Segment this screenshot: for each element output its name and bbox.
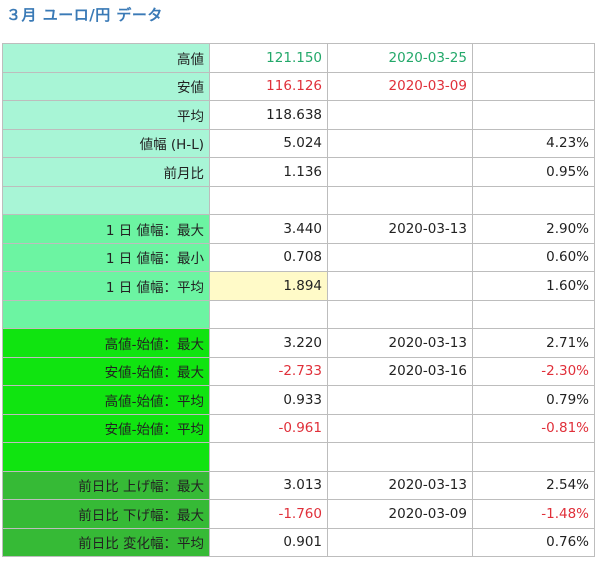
value-cell: 118.638 [209, 100, 328, 130]
data-table: 高値 121.150 2020-03-25 安値 116.126 2020-03-09 平均… [2, 43, 595, 557]
value-cell: 3.220 [209, 328, 328, 358]
date-cell [327, 527, 473, 557]
value-cell [209, 185, 328, 215]
table-row: 前日比 変化幅：平均 0.901 0.76% [2, 527, 595, 557]
percent-cell [472, 71, 595, 101]
row-label: 高値 [2, 43, 210, 73]
value-cell: 3.013 [209, 470, 328, 500]
table-row: 1 日 値幅：最小 0.708 0.60% [2, 242, 595, 272]
date-cell: 2020-03-09 [327, 499, 473, 529]
date-cell [327, 385, 473, 415]
percent-cell: -2.30% [472, 356, 595, 386]
percent-cell: 0.60% [472, 242, 595, 272]
value-cell: 0.933 [209, 385, 328, 415]
percent-cell [472, 299, 595, 329]
value-cell: -1.760 [209, 499, 328, 529]
table-row: 安値-始値：平均 -0.961 -0.81% [2, 413, 595, 443]
percent-cell: -1.48% [472, 499, 595, 529]
value-cell: -2.733 [209, 356, 328, 386]
value-cell: 116.126 [209, 71, 328, 101]
percent-cell: 2.54% [472, 470, 595, 500]
row-label: 前月比 [2, 157, 210, 187]
row-label: 前日比 下げ幅：最大 [2, 499, 210, 529]
value-cell: 121.150 [209, 43, 328, 73]
value-cell: -0.961 [209, 413, 328, 443]
date-cell [327, 242, 473, 272]
percent-cell: 2.90% [472, 214, 595, 244]
row-label: 安値-始値：最大 [2, 356, 210, 386]
row-label: 平均 [2, 100, 210, 130]
percent-cell [472, 185, 595, 215]
row-label [2, 185, 210, 215]
table-row: 値幅 (H-L) 5.024 4.23% [2, 128, 595, 158]
value-cell: 1.136 [209, 157, 328, 187]
table-row: 高値 121.150 2020-03-25 [2, 43, 595, 73]
percent-cell: 4.23% [472, 128, 595, 158]
date-cell [327, 442, 473, 472]
row-label: 1 日 値幅：最大 [2, 214, 210, 244]
row-label: 高値-始値：平均 [2, 385, 210, 415]
table-row: 1 日 値幅：最大 3.440 2020-03-13 2.90% [2, 214, 595, 244]
date-cell: 2020-03-13 [327, 214, 473, 244]
row-label: 高値-始値：最大 [2, 328, 210, 358]
row-label: 安値-始値：平均 [2, 413, 210, 443]
date-cell [327, 299, 473, 329]
date-cell: 2020-03-13 [327, 328, 473, 358]
percent-cell: 2.71% [472, 328, 595, 358]
table-row: 安値-始値：最大 -2.733 2020-03-16 -2.30% [2, 356, 595, 386]
value-cell [209, 299, 328, 329]
table-row: 前月比 1.136 0.95% [2, 157, 595, 187]
table-row [2, 442, 595, 472]
date-cell [327, 100, 473, 130]
percent-cell [472, 100, 595, 130]
date-cell [327, 271, 473, 301]
row-label: 1 日 値幅：最小 [2, 242, 210, 272]
row-label: 前日比 変化幅：平均 [2, 527, 210, 557]
value-cell: 5.024 [209, 128, 328, 158]
percent-cell: -0.81% [472, 413, 595, 443]
value-cell: 0.901 [209, 527, 328, 557]
table-row: 前日比 下げ幅：最大 -1.760 2020-03-09 -1.48% [2, 499, 595, 529]
table-row: 安値 116.126 2020-03-09 [2, 71, 595, 101]
date-cell [327, 185, 473, 215]
table-row [2, 299, 595, 329]
date-cell [327, 413, 473, 443]
value-cell: 0.708 [209, 242, 328, 272]
row-label: 1 日 値幅：平均 [2, 271, 210, 301]
date-cell: 2020-03-09 [327, 71, 473, 101]
date-cell [327, 128, 473, 158]
row-label: 安値 [2, 71, 210, 101]
table-row: 高値-始値：最大 3.220 2020-03-13 2.71% [2, 328, 595, 358]
table-row: 1 日 値幅：平均 1.894 1.60% [2, 271, 595, 301]
date-cell: 2020-03-16 [327, 356, 473, 386]
row-label [2, 442, 210, 472]
table-row: 前日比 上げ幅：最大 3.013 2020-03-13 2.54% [2, 470, 595, 500]
page-title: ３月 ユーロ/円 データ [6, 6, 163, 24]
row-label: 前日比 上げ幅：最大 [2, 470, 210, 500]
percent-cell: 1.60% [472, 271, 595, 301]
percent-cell [472, 43, 595, 73]
row-label [2, 299, 210, 329]
table-row: 高値-始値：平均 0.933 0.79% [2, 385, 595, 415]
value-cell: 1.894 [209, 271, 328, 301]
date-cell: 2020-03-13 [327, 470, 473, 500]
table-row [2, 185, 595, 215]
percent-cell: 0.95% [472, 157, 595, 187]
date-cell: 2020-03-25 [327, 43, 473, 73]
row-label: 値幅 (H-L) [2, 128, 210, 158]
percent-cell: 0.79% [472, 385, 595, 415]
percent-cell: 0.76% [472, 527, 595, 557]
percent-cell [472, 442, 595, 472]
value-cell [209, 442, 328, 472]
value-cell: 3.440 [209, 214, 328, 244]
date-cell [327, 157, 473, 187]
table-row: 平均 118.638 [2, 100, 595, 130]
